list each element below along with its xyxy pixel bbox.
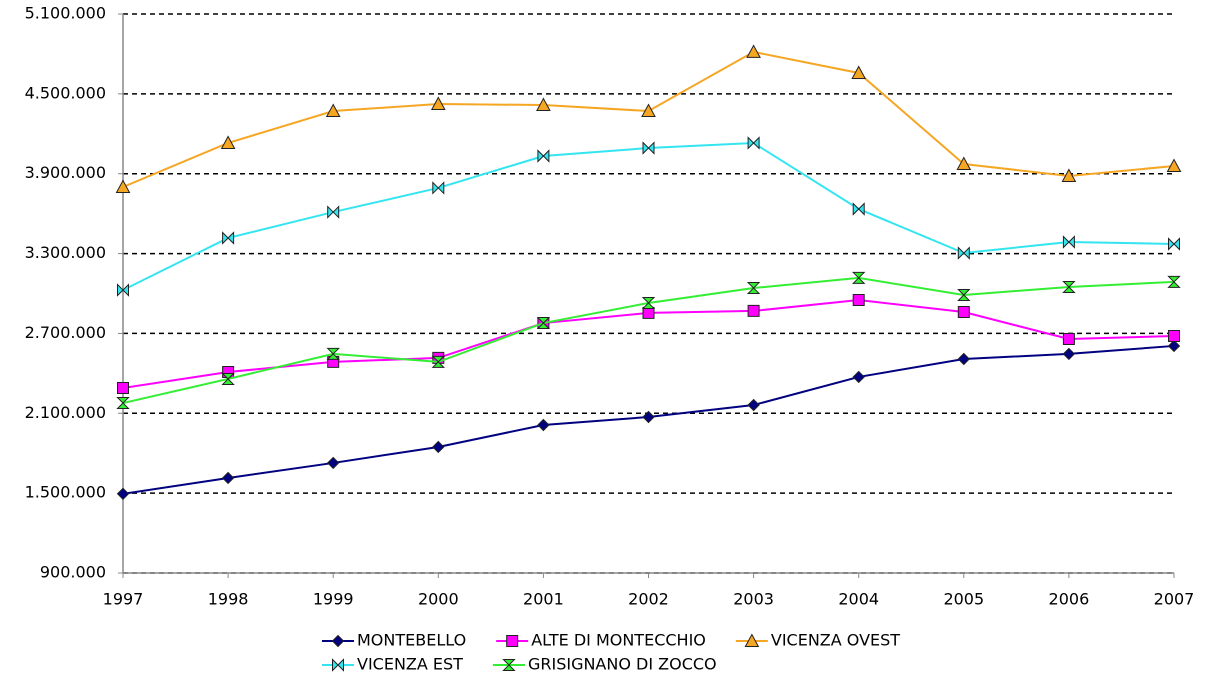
legend-item: VICENZA OVEST <box>735 631 900 650</box>
data-point <box>851 271 866 284</box>
series-line <box>122 276 1175 405</box>
y-tick-label: 4.500.000 <box>25 83 106 102</box>
data-point <box>1167 275 1181 288</box>
data-point <box>1062 235 1075 249</box>
data-point <box>1062 347 1076 361</box>
data-point <box>326 456 340 470</box>
y-tick-label: 3.300.000 <box>25 243 106 262</box>
legend-label: GRISIGNANO DI ZOCCO <box>528 655 717 674</box>
data-point <box>116 397 130 410</box>
y-tick-label: 3.900.000 <box>25 163 106 182</box>
data-point <box>747 304 760 317</box>
data-point <box>221 372 235 385</box>
data-point <box>641 103 656 118</box>
data-point <box>641 296 656 309</box>
y-tick-label: 2.100.000 <box>25 403 106 422</box>
legend-item: GRISIGNANO DI ZOCCO <box>492 655 717 674</box>
data-point <box>431 355 446 368</box>
legend-marker <box>332 658 344 672</box>
data-point <box>536 97 551 112</box>
y-tick-label: 900.000 <box>40 563 106 582</box>
data-point <box>325 103 341 118</box>
data-point <box>852 370 865 384</box>
x-tick-label: 1997 <box>103 590 144 609</box>
legend-item: MONTEBELLO <box>322 631 466 650</box>
data-point <box>957 288 971 301</box>
y-tick-label: 1.500.000 <box>25 483 106 502</box>
data-point <box>642 306 655 319</box>
x-tick-label: 2001 <box>523 590 564 609</box>
x-tick-label: 2007 <box>1154 590 1195 609</box>
data-point <box>220 135 236 149</box>
data-point <box>537 418 550 432</box>
legend-item: VICENZA EST <box>322 655 463 674</box>
data-point <box>1061 168 1077 182</box>
data-point <box>852 294 865 307</box>
legend-marker <box>744 633 760 647</box>
data-point <box>116 487 130 501</box>
data-point <box>117 283 129 297</box>
data-point <box>642 410 655 424</box>
data-point <box>957 306 970 319</box>
data-point <box>956 156 972 170</box>
x-tick-label: 2000 <box>418 590 459 609</box>
data-point <box>747 136 760 150</box>
legend-label: VICENZA OVEST <box>771 631 900 650</box>
y-tick-label: 5.100.000 <box>25 4 106 23</box>
x-tick-label: 2003 <box>733 590 774 609</box>
legend-marker <box>502 659 516 671</box>
data-point <box>957 246 970 260</box>
data-point <box>536 317 551 330</box>
legend-marker <box>506 635 519 647</box>
data-point <box>1168 329 1180 342</box>
legend-label: MONTEBELLO <box>357 631 466 650</box>
data-point <box>746 44 761 58</box>
data-point <box>115 179 131 194</box>
data-point <box>432 440 445 454</box>
data-point <box>642 141 655 155</box>
data-point <box>957 352 971 366</box>
x-tick-label: 2004 <box>838 590 879 609</box>
legend-item: ALTE DI MONTECCHIO <box>496 631 706 650</box>
series-line <box>122 50 1175 188</box>
data-point <box>117 381 129 394</box>
x-tick-label: 2005 <box>943 590 984 609</box>
data-point <box>747 398 760 412</box>
data-point <box>430 96 446 110</box>
x-tick-label: 1998 <box>208 590 249 609</box>
data-point <box>1166 158 1182 172</box>
x-tick-label: 1999 <box>313 590 354 609</box>
data-point <box>432 181 445 195</box>
data-point <box>851 65 867 79</box>
data-point <box>326 347 340 360</box>
legend-label: VICENZA EST <box>357 655 463 674</box>
legend-marker <box>331 634 345 648</box>
data-point <box>327 205 340 219</box>
data-point <box>1167 339 1181 353</box>
data-point <box>1168 237 1180 251</box>
data-point <box>852 202 865 216</box>
series-line <box>122 141 1175 291</box>
y-tick-label: 2.700.000 <box>25 323 106 342</box>
data-point <box>746 282 761 295</box>
data-point <box>537 149 550 163</box>
data-point <box>1062 280 1076 293</box>
data-point <box>221 471 235 485</box>
data-point <box>1062 333 1075 346</box>
x-tick-label: 2002 <box>628 590 669 609</box>
x-tick-label: 2006 <box>1049 590 1090 609</box>
legend-label: ALTE DI MONTECCHIO <box>531 631 706 650</box>
data-point <box>222 231 235 245</box>
